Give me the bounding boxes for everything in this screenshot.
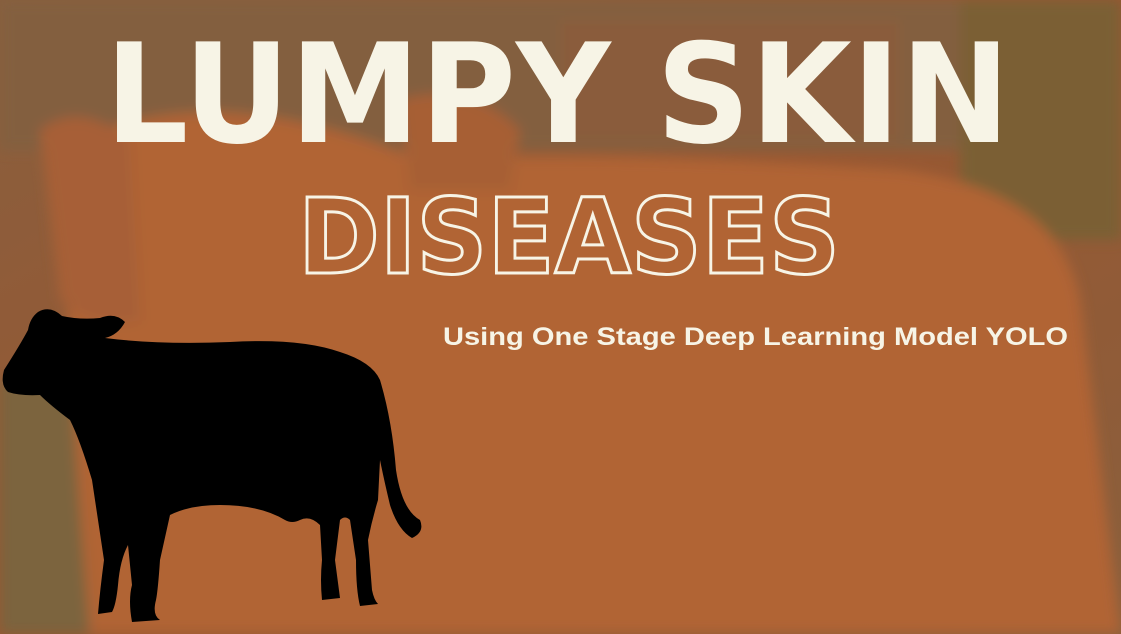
cow-silhouette: [2, 309, 422, 622]
subtitle: DISEASES: [298, 176, 840, 298]
title: LUMPY SKIN: [105, 14, 1010, 175]
tagline: Using One Stage Deep Learning Model YOLO: [443, 323, 1068, 351]
